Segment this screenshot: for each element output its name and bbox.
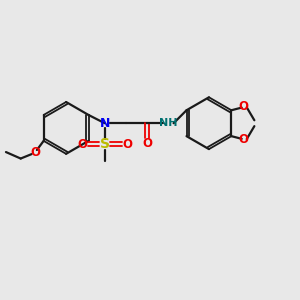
Text: NH: NH — [159, 118, 178, 128]
Text: O: O — [122, 138, 132, 151]
Text: O: O — [77, 138, 87, 151]
Text: O: O — [238, 100, 248, 113]
Text: O: O — [30, 146, 40, 159]
Text: O: O — [238, 133, 248, 146]
Text: N: N — [100, 117, 110, 130]
Text: O: O — [142, 137, 152, 150]
Text: S: S — [100, 137, 110, 152]
